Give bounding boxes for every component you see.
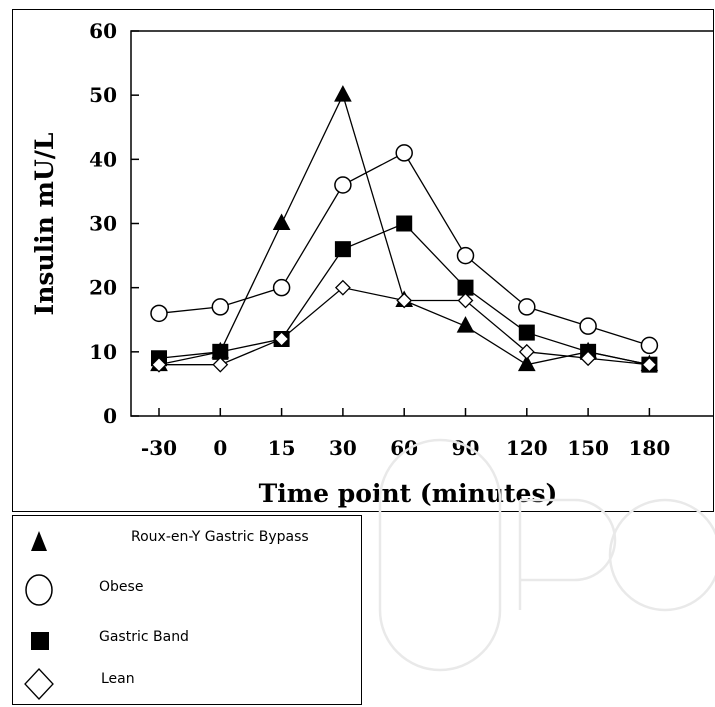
data-point-series-3: [396, 292, 413, 309]
data-point-series-0: [272, 213, 291, 230]
x-tick-label: 180: [629, 436, 671, 460]
data-point-series-2: [396, 215, 413, 232]
legend-label: Obese: [99, 579, 144, 595]
data-point-series-0: [456, 316, 475, 333]
data-point-series-1: [518, 298, 536, 316]
data-point-series-1: [334, 176, 352, 194]
data-point-series-1: [395, 144, 413, 162]
y-tick-label: 60: [89, 19, 117, 43]
data-point-series-1: [150, 304, 168, 323]
data-point-series-3: [151, 356, 167, 373]
y-axis-title: Insulin mU/L: [30, 132, 59, 315]
data-point-series-3: [457, 292, 474, 309]
data-point-series-3: [641, 356, 658, 373]
y-tick-label: 20: [89, 276, 117, 300]
data-point-series-3: [212, 356, 229, 373]
data-point-series-3: [580, 350, 597, 367]
x-tick-label: 15: [268, 436, 296, 460]
y-tick-label: 30: [89, 212, 117, 236]
legend-marker-open-circle: [25, 574, 53, 606]
chart-frame: Insulin mU/L Time point (minutes) 0 10 20 3…: [12, 9, 715, 512]
data-point-series-2: [334, 241, 351, 258]
x-tick-label: 150: [567, 436, 609, 460]
legend-marker-filled-square: [31, 632, 49, 650]
x-tick-label: 30: [329, 436, 357, 460]
x-tick-label: 120: [506, 436, 548, 460]
data-point-series-1: [640, 336, 659, 355]
y-tick-label: 50: [89, 83, 117, 107]
data-point-series-2: [518, 324, 535, 341]
x-tick-label: 60: [390, 436, 418, 460]
legend-marker-open-diamond: [24, 668, 54, 700]
x-tick-label: -30: [141, 436, 177, 460]
data-point-series-1: [579, 317, 597, 335]
data-point-series-1: [456, 246, 475, 265]
data-point-series-3: [273, 331, 290, 347]
y-tick-label: 40: [89, 147, 117, 171]
legend-label: Lean: [101, 671, 135, 687]
data-point-series-1: [272, 278, 291, 297]
y-tick-label: 0: [103, 404, 117, 428]
data-point-series-3: [518, 343, 535, 360]
x-axis-title: Time point (minutes): [259, 479, 558, 508]
legend-label: Roux-en-Y Gastric Bypass: [131, 529, 309, 545]
x-tick-label: 0: [213, 436, 227, 460]
x-tick-label: 90: [452, 436, 480, 460]
data-point-series-0: [517, 354, 536, 372]
data-point-series-1: [211, 298, 230, 316]
data-point-series-0: [334, 85, 352, 102]
data-point-series-2: [212, 343, 229, 360]
data-point-series-2: [457, 279, 474, 296]
legend-marker-filled-triangle: [31, 531, 47, 551]
line-chart: Insulin mU/L Time point (minutes) 0 10 20 3…: [30, 19, 715, 508]
y-tick-label: 10: [89, 340, 117, 364]
series-line-1: [158, 152, 650, 347]
data-point-series-3: [334, 279, 351, 296]
legend: Roux-en-Y Gastric Bypass Obese Gastric Ban…: [12, 515, 362, 705]
legend-label: Gastric Band: [99, 629, 189, 645]
